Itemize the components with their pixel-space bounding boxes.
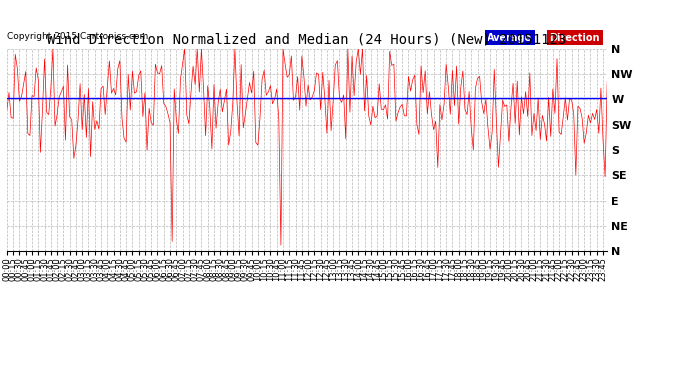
Text: Direction: Direction bbox=[549, 33, 600, 43]
Text: Copyright 2015 Cartronics.com: Copyright 2015 Cartronics.com bbox=[7, 32, 148, 40]
Title: Wind Direction Normalized and Median (24 Hours) (New) 20151123: Wind Direction Normalized and Median (24… bbox=[48, 32, 566, 46]
Text: Average: Average bbox=[487, 33, 532, 43]
